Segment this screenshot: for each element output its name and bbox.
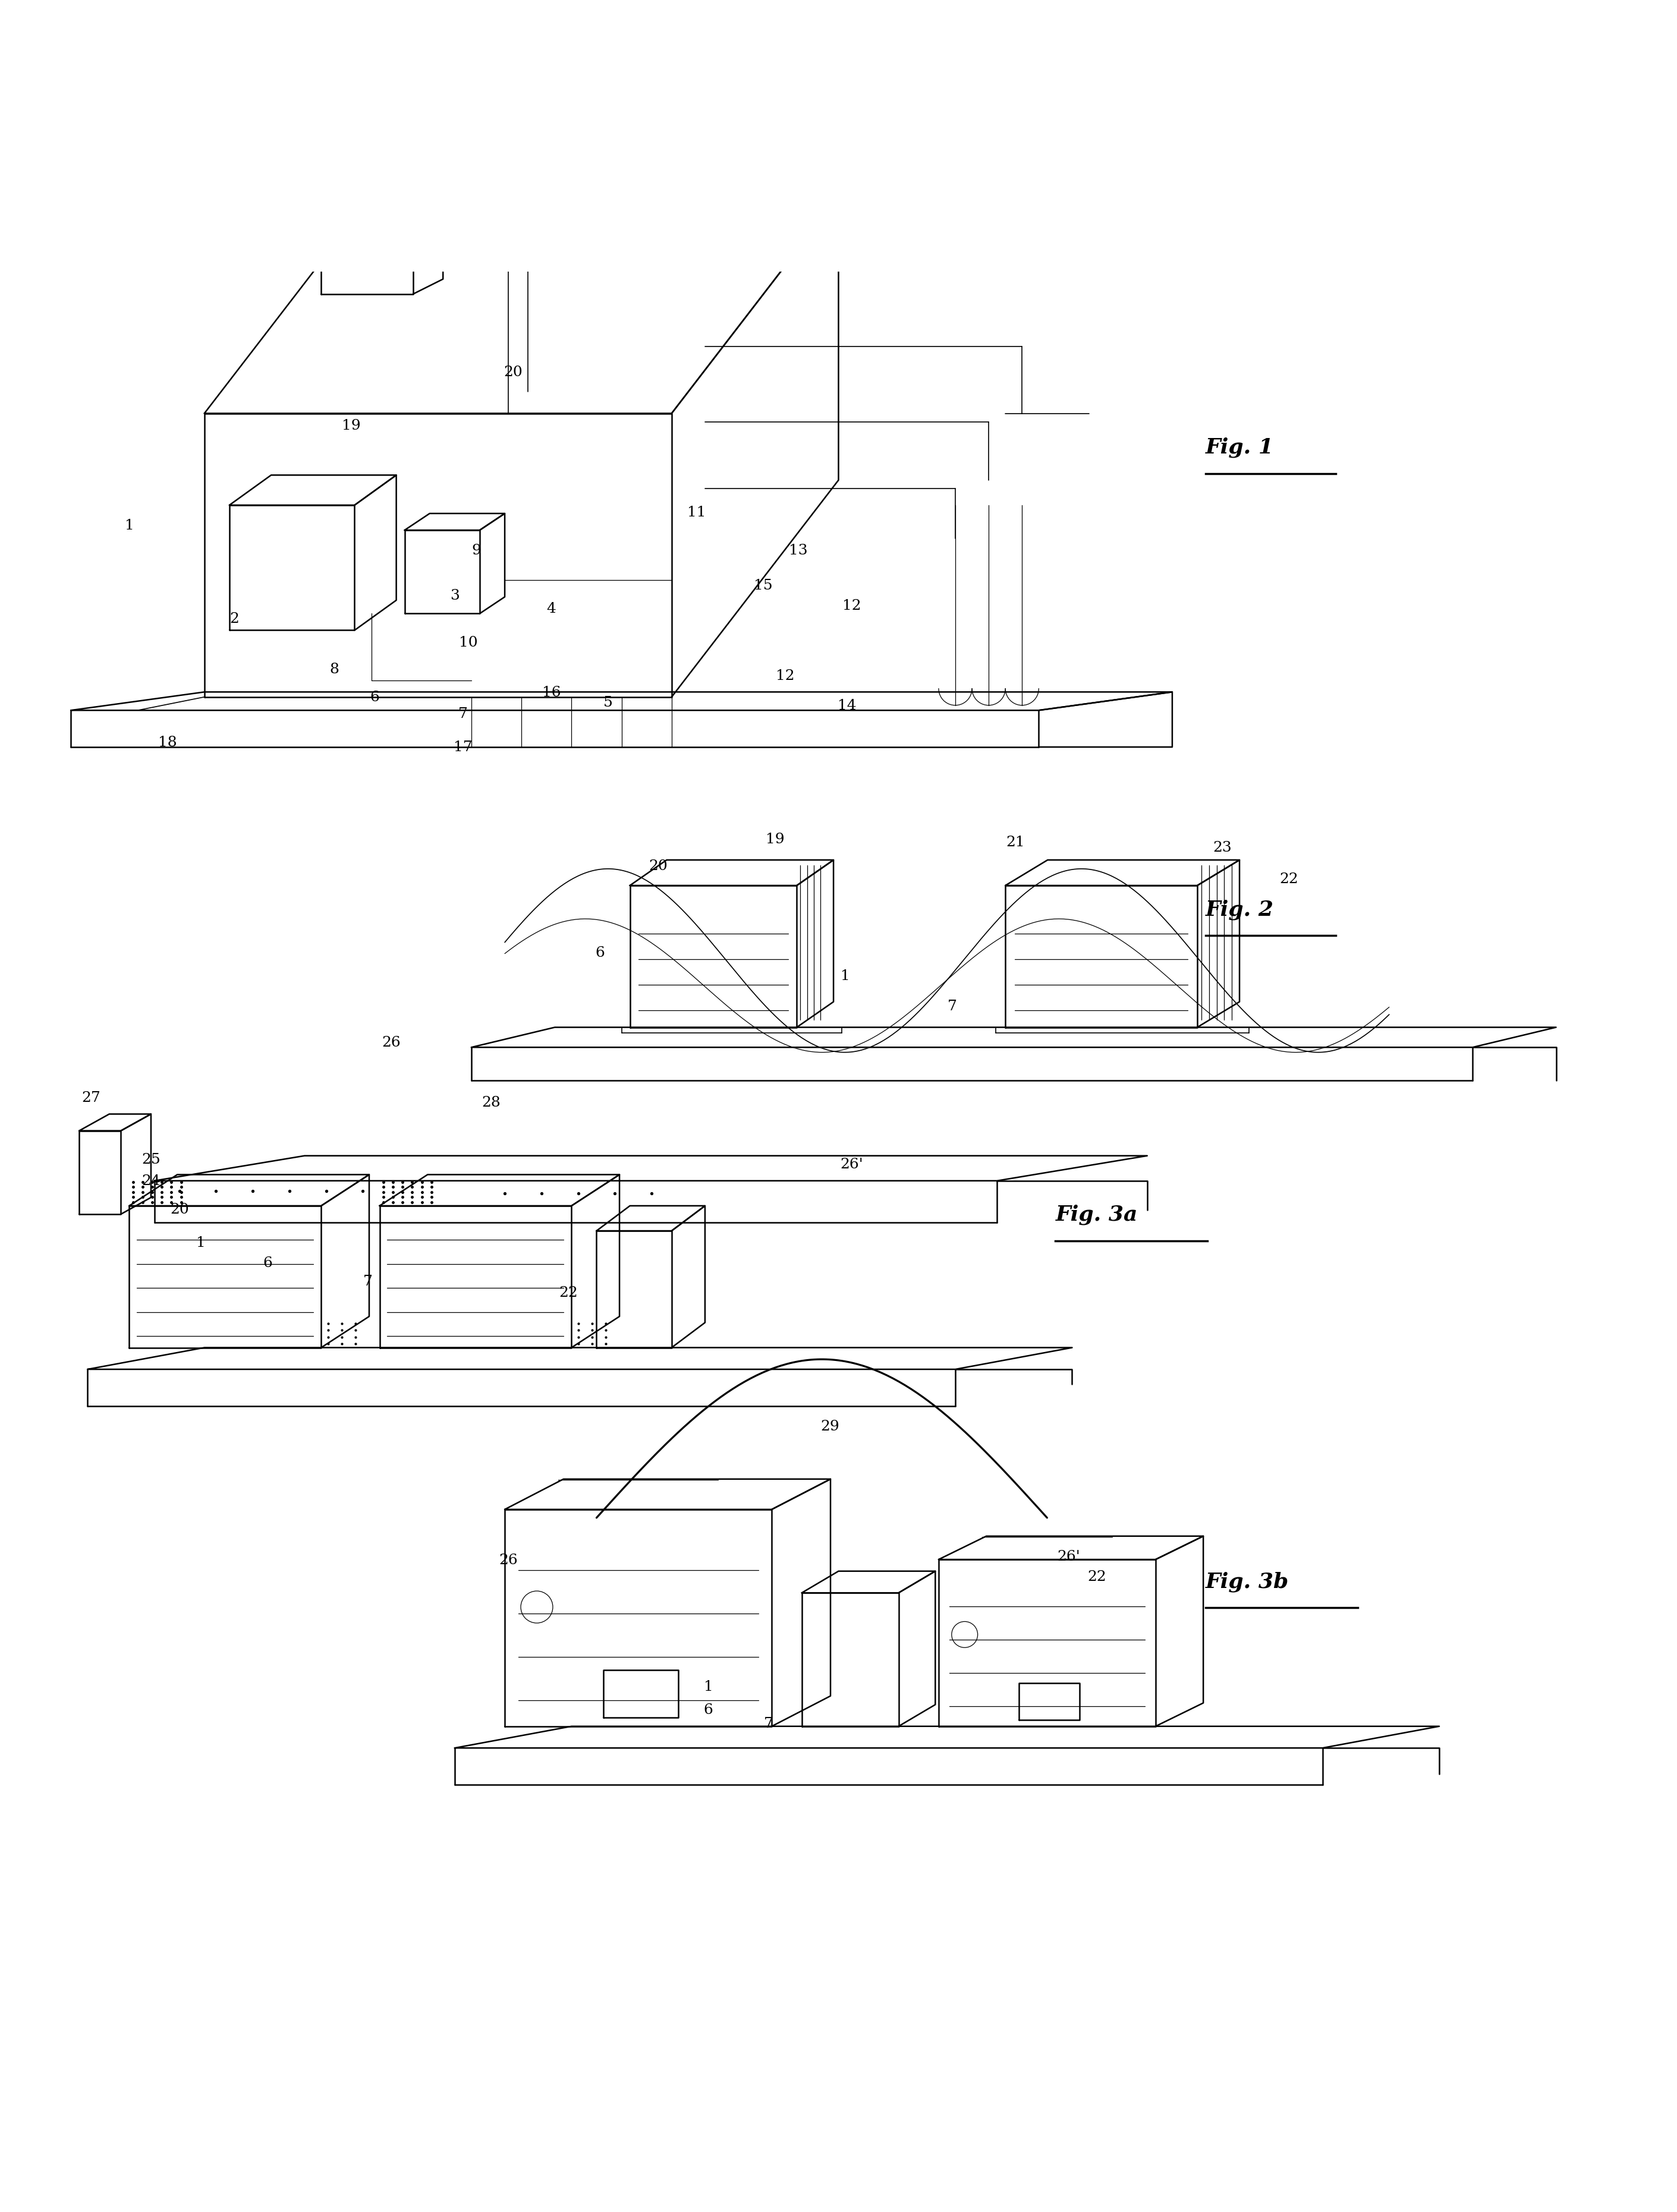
- Text: Fig. 2: Fig. 2: [1206, 898, 1275, 920]
- Text: Fig. 1: Fig. 1: [1206, 438, 1275, 458]
- Text: 5: 5: [604, 695, 612, 710]
- Text: 1: 1: [196, 1237, 206, 1250]
- Text: 23: 23: [1212, 841, 1231, 854]
- Text: 29: 29: [820, 1420, 840, 1433]
- Text: 8: 8: [330, 661, 339, 677]
- Text: 17: 17: [454, 741, 473, 754]
- Text: Fig. 3b: Fig. 3b: [1206, 1571, 1290, 1593]
- Text: 9: 9: [471, 544, 481, 557]
- Text: 6: 6: [704, 1703, 713, 1717]
- Text: 22: 22: [558, 1285, 577, 1301]
- Text: 12: 12: [776, 668, 795, 684]
- Text: 20: 20: [169, 1203, 190, 1217]
- Text: 7: 7: [948, 1000, 956, 1013]
- Text: 7: 7: [364, 1274, 372, 1287]
- Text: 13: 13: [790, 544, 808, 557]
- Text: 20: 20: [503, 365, 523, 378]
- Text: 19: 19: [342, 418, 361, 431]
- Text: 1: 1: [124, 520, 134, 533]
- Text: Fig. 3a: Fig. 3a: [1055, 1203, 1137, 1225]
- Text: 28: 28: [481, 1095, 501, 1110]
- Text: 22: 22: [1088, 1571, 1107, 1584]
- Text: 12: 12: [842, 599, 862, 613]
- Text: 27: 27: [82, 1091, 101, 1104]
- Text: 26': 26': [1057, 1548, 1080, 1564]
- Text: 1: 1: [704, 1679, 713, 1692]
- Text: 11: 11: [688, 504, 706, 520]
- Text: 6: 6: [595, 947, 605, 960]
- Text: 7: 7: [458, 708, 468, 721]
- Text: 6: 6: [263, 1256, 272, 1270]
- Text: 20: 20: [649, 858, 667, 874]
- Text: 6: 6: [371, 690, 379, 703]
- Text: 14: 14: [837, 699, 857, 712]
- Text: 15: 15: [755, 580, 773, 593]
- Text: 25: 25: [141, 1152, 161, 1166]
- Text: 21: 21: [1006, 836, 1025, 849]
- Text: 7: 7: [763, 1717, 773, 1730]
- Text: 4: 4: [547, 602, 557, 615]
- Text: 24: 24: [141, 1175, 161, 1188]
- Text: 1: 1: [840, 969, 850, 982]
- Text: 26: 26: [498, 1553, 518, 1566]
- Text: 10: 10: [458, 635, 478, 648]
- Text: 2: 2: [230, 613, 240, 626]
- Text: 22: 22: [1280, 872, 1298, 887]
- Text: 26: 26: [382, 1035, 401, 1048]
- Text: 16: 16: [542, 686, 560, 699]
- Text: 26': 26': [840, 1157, 864, 1170]
- Text: 19: 19: [766, 832, 785, 845]
- Text: 18: 18: [158, 737, 178, 750]
- Text: 3: 3: [449, 588, 459, 602]
